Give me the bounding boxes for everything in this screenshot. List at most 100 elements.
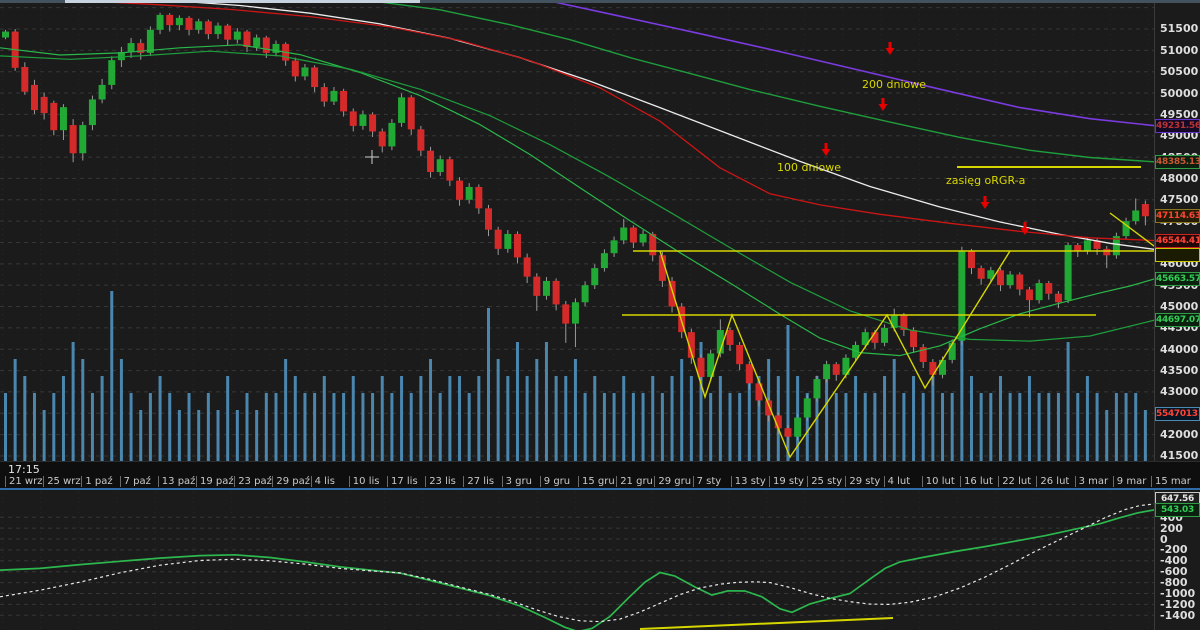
candle-down	[378, 131, 386, 147]
candle-up	[359, 114, 367, 126]
candle-down	[871, 332, 879, 343]
down-arrow-icon	[1020, 228, 1030, 235]
date-axis-label: 22 lut	[998, 476, 1031, 487]
candle-down	[1025, 289, 1033, 301]
candle-up	[542, 280, 550, 296]
top-scrollbar[interactable]	[0, 0, 1200, 3]
date-axis-label: 15 mar	[1151, 476, 1191, 487]
candle-up	[639, 233, 647, 243]
down-arrow-icon	[885, 48, 895, 55]
candle-up	[214, 25, 222, 35]
date-axis-label: 21 gru	[616, 476, 653, 487]
candle-up	[59, 107, 67, 131]
candle-down	[562, 304, 570, 324]
oscillator-axis-label: -400	[1160, 554, 1188, 568]
scrollbar-thumb[interactable]	[65, 0, 420, 3]
candle-down	[40, 96, 48, 114]
candle-up	[1132, 210, 1140, 222]
candle-up	[465, 186, 473, 200]
candle-down	[910, 330, 918, 348]
time-axis[interactable]: 17:15 21 wrz 25 wrz 1 paź 7 paź 13 paź 19 paź…	[0, 462, 1200, 488]
ma200-annotation: 200 dniowe	[862, 78, 926, 91]
cross-marker	[365, 150, 379, 164]
candle-down	[919, 347, 927, 363]
candle-down	[745, 364, 753, 384]
candle-up	[272, 43, 280, 53]
candle-down	[494, 229, 502, 249]
candle-down	[30, 84, 38, 111]
candle-down	[369, 114, 377, 132]
candle-up	[504, 233, 512, 249]
date-axis-label: 25 sty	[807, 476, 842, 487]
date-axis-label: 23 lis	[425, 476, 456, 487]
candle-up	[1006, 274, 1014, 286]
candle-down	[1141, 204, 1149, 217]
osc-green-line	[0, 508, 1158, 630]
date-axis-label: 4 lis	[310, 476, 335, 487]
candle-down	[736, 344, 744, 365]
candle-up	[2, 31, 9, 38]
date-axis-label: 13 paź	[157, 476, 195, 487]
oscillator-axis-label: -600	[1160, 565, 1188, 579]
down-arrow-icon	[824, 143, 828, 149]
candle-down	[1103, 248, 1111, 256]
oscillator-axis-label: -200	[1160, 543, 1188, 557]
candle-up	[108, 60, 116, 85]
candle-up	[803, 398, 811, 418]
candle-down	[687, 332, 695, 358]
candle-up	[600, 253, 608, 269]
date-axis-label: 19 sty	[769, 476, 804, 487]
candle-up	[823, 364, 831, 380]
candle-down	[649, 233, 657, 256]
price-axis-label: 50500	[1160, 65, 1199, 79]
down-arrow-icon	[1023, 222, 1027, 228]
date-axis-label: 7 sty	[692, 476, 721, 487]
candle-down	[977, 268, 985, 279]
price-axis-label: 43500	[1160, 364, 1199, 378]
axis-value-marker: 47114.63	[1155, 209, 1200, 223]
pattern-target-annotation: zasięg oRGR-a	[946, 174, 1026, 187]
candle-down	[311, 67, 319, 88]
oscillator-axis-label: -1200	[1160, 597, 1196, 611]
ma-200-green-slow-line	[369, 0, 1158, 163]
date-axis-label: 19 paź	[196, 476, 234, 487]
grid-horizontal-main	[0, 7, 1154, 457]
candle-down	[552, 280, 560, 305]
candle-up	[88, 99, 96, 126]
candle-down	[456, 180, 464, 200]
candle-up	[1083, 240, 1091, 252]
candle-down	[349, 111, 357, 126]
candle-up	[591, 268, 599, 286]
candle-down	[243, 31, 251, 47]
axis-value-marker: 543.03	[1155, 503, 1200, 517]
candle-down	[523, 257, 531, 277]
candle-down	[1045, 283, 1053, 294]
down-arrow-icon	[881, 98, 885, 104]
candle-up	[253, 37, 261, 47]
candle-up	[127, 43, 135, 53]
candle-up	[1064, 245, 1072, 301]
candle-up	[388, 122, 396, 147]
date-axis-label: 21 wrz	[5, 476, 42, 487]
candle-up	[1112, 236, 1120, 256]
candle-down	[658, 255, 666, 281]
oscillator-axis-label: -1000	[1160, 587, 1196, 600]
candle-down	[968, 251, 975, 269]
candle-down	[765, 400, 773, 416]
candle-down	[137, 43, 145, 53]
candle-down	[427, 150, 435, 173]
date-axis-label: 3 mar	[1074, 476, 1108, 487]
down-arrow-icon	[888, 42, 892, 48]
down-arrow-icon	[821, 149, 831, 156]
candle-down	[291, 60, 299, 77]
candle-up	[98, 84, 106, 100]
date-axis-label: 17 lis	[387, 476, 418, 487]
candle-up	[813, 379, 821, 399]
ma-green-mid-line	[0, 50, 1158, 342]
candle-down	[697, 357, 705, 377]
date-axis-label: 23 paź	[234, 476, 272, 487]
candle-up	[861, 332, 869, 345]
candle-up	[195, 21, 203, 30]
